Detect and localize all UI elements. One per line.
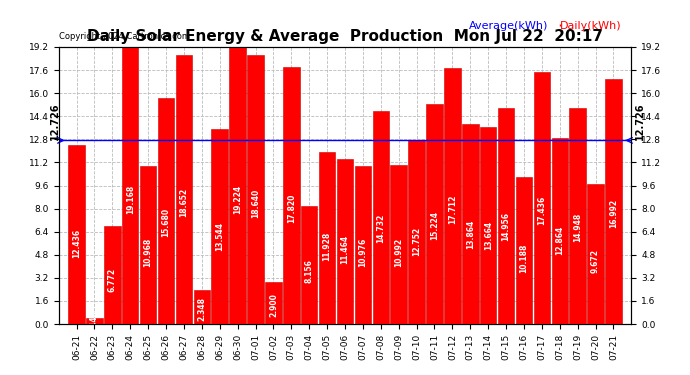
Bar	[391, 165, 407, 324]
Text: 17.436: 17.436	[538, 196, 546, 225]
Text: 15.680: 15.680	[161, 208, 170, 237]
Bar	[551, 138, 568, 324]
Bar	[426, 104, 443, 324]
Text: 19.224: 19.224	[233, 184, 242, 214]
Bar	[158, 98, 175, 324]
Bar	[301, 206, 317, 324]
Text: 14.948: 14.948	[573, 212, 582, 242]
Text: 9.672: 9.672	[591, 249, 600, 273]
Text: 10.188: 10.188	[520, 243, 529, 273]
Bar	[319, 152, 335, 324]
Bar	[229, 46, 246, 324]
Bar	[104, 226, 121, 324]
Text: 18.640: 18.640	[251, 188, 260, 218]
Text: 0.440: 0.440	[90, 310, 99, 334]
Text: 18.652: 18.652	[179, 188, 188, 218]
Text: 8.156: 8.156	[305, 259, 314, 283]
Text: 11.464: 11.464	[340, 235, 350, 264]
Bar	[68, 145, 85, 324]
Bar	[444, 69, 461, 324]
Text: 12.864: 12.864	[555, 226, 564, 255]
Text: 17.820: 17.820	[287, 194, 296, 223]
Bar	[122, 48, 139, 324]
Legend: Average(kWh), Daily(kWh): Average(kWh), Daily(kWh)	[465, 16, 626, 35]
Text: 14.956: 14.956	[502, 212, 511, 242]
Bar	[515, 177, 532, 324]
Text: 13.544: 13.544	[215, 222, 224, 251]
Text: Copyright 2024 Cartronics.com: Copyright 2024 Cartronics.com	[59, 33, 190, 42]
Bar	[569, 108, 586, 324]
Text: 16.992: 16.992	[609, 199, 618, 228]
Bar	[355, 166, 371, 324]
Bar	[176, 55, 192, 324]
Bar	[533, 72, 550, 324]
Text: 6.772: 6.772	[108, 268, 117, 292]
Text: 12.726: 12.726	[50, 103, 60, 140]
Bar	[587, 184, 604, 324]
Bar	[498, 108, 514, 324]
Text: 12.436: 12.436	[72, 229, 81, 258]
Text: 13.864: 13.864	[466, 219, 475, 249]
Bar	[283, 67, 299, 324]
Text: 2.348: 2.348	[197, 297, 206, 321]
Text: 10.968: 10.968	[144, 238, 152, 267]
Text: 2.900: 2.900	[269, 293, 278, 317]
Bar	[462, 124, 478, 324]
Text: 15.224: 15.224	[430, 211, 439, 240]
Bar	[480, 127, 496, 324]
Bar	[265, 282, 282, 324]
Bar	[408, 140, 425, 324]
Title: Daily Solar Energy & Average  Production  Mon Jul 22  20:17: Daily Solar Energy & Average Production …	[87, 29, 603, 44]
Bar	[337, 159, 353, 324]
Text: 10.976: 10.976	[358, 238, 367, 267]
Text: 13.664: 13.664	[484, 221, 493, 250]
Text: 10.992: 10.992	[394, 238, 403, 267]
Text: 17.712: 17.712	[448, 194, 457, 224]
Bar	[605, 79, 622, 324]
Bar	[140, 166, 157, 324]
Text: 14.732: 14.732	[376, 214, 385, 243]
Text: 19.168: 19.168	[126, 185, 135, 214]
Bar	[194, 290, 210, 324]
Bar	[373, 111, 389, 324]
Bar	[247, 55, 264, 324]
Text: 12.752: 12.752	[412, 226, 421, 256]
Text: 12.726: 12.726	[635, 103, 645, 140]
Bar	[212, 129, 228, 324]
Bar	[86, 318, 103, 324]
Text: 11.928: 11.928	[323, 232, 332, 261]
